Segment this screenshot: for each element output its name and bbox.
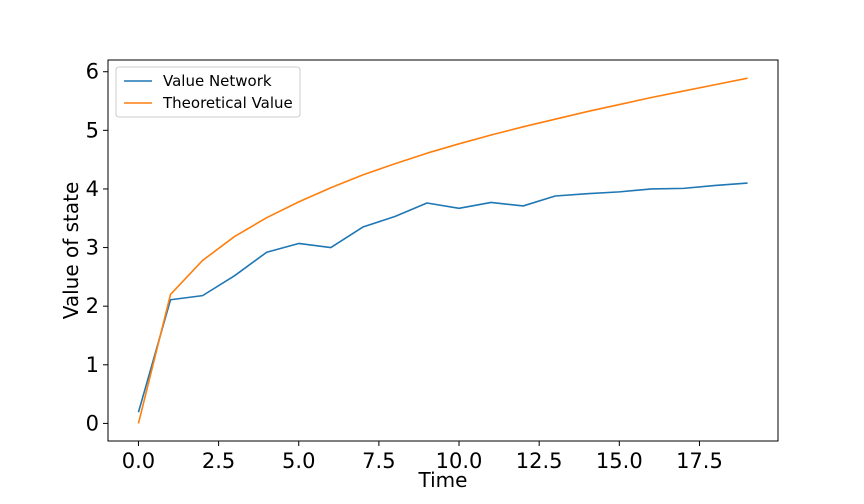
y-tick-label: 5 [86, 118, 99, 142]
y-axis-label: Value of state [59, 182, 83, 320]
x-tick-label: 10.0 [436, 449, 483, 473]
plot-frame [107, 59, 779, 442]
x-tick-label: 0.0 [122, 449, 155, 473]
y-tick-label: 0 [86, 411, 99, 435]
axis-ticks: 0.0 2.5 5.0 7.5 10.0 12.5 15.0 17.5 0 1 2 3 4 5 6 [86, 60, 723, 473]
x-tick-label: 15.0 [596, 449, 643, 473]
y-tick-label: 3 [86, 236, 99, 260]
y-tick-label: 1 [86, 353, 99, 377]
y-tick-label: 6 [86, 60, 99, 84]
x-axis-label: Time [418, 468, 468, 492]
x-tick-label: 5.0 [282, 449, 315, 473]
legend: Value Network Theoretical Value [115, 66, 301, 118]
legend-label: Value Network [163, 72, 272, 90]
legend-label: Theoretical Value [162, 94, 293, 112]
series-line-1 [137, 182, 748, 413]
x-tick-label: 12.5 [516, 449, 563, 473]
x-tick-label: 17.5 [676, 449, 723, 473]
x-tick-label: 2.5 [202, 449, 235, 473]
x-tick-label: 7.5 [362, 449, 395, 473]
y-tick-label: 4 [86, 177, 99, 201]
series-line-2 [137, 77, 748, 424]
y-tick-label: 2 [86, 294, 99, 318]
legend-box [115, 66, 301, 118]
plot-area [107, 59, 779, 442]
